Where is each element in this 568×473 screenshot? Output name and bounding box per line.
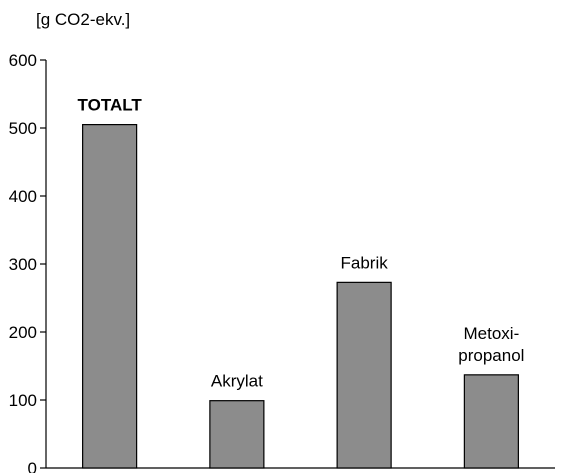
y-tick-label-0: 0: [28, 459, 37, 473]
bar-label-fabrik: Fabrik: [341, 253, 389, 272]
bar-metoxipropanol: [463, 374, 519, 469]
bar-label-metoxipropanol-line-1: Metoxi-: [464, 324, 520, 343]
y-tick-label-600: 600: [9, 51, 37, 70]
y-axis-label: [g CO2-ekv.]: [36, 10, 130, 29]
y-tick-label-300: 300: [9, 255, 37, 274]
y-ticks: 0 100 200 300 400 500 600: [9, 51, 46, 473]
bar-fabrik: [336, 281, 392, 469]
y-tick-label-200: 200: [9, 323, 37, 342]
y-tick-label-100: 100: [9, 391, 37, 410]
bar-label-totalt: TOTALT: [78, 96, 143, 115]
bar-labels: TOTALT Akrylat Fabrik Metoxi-propanol: [78, 96, 525, 391]
bar-akrylat: [209, 400, 265, 469]
bar-label-metoxipropanol-line-2: propanol: [458, 346, 524, 365]
bars: [82, 123, 519, 469]
bar-totalt: [82, 123, 138, 469]
y-tick-label-400: 400: [9, 187, 37, 206]
bar-label-akrylat: Akrylat: [211, 372, 263, 391]
y-tick-label-500: 500: [9, 119, 37, 138]
